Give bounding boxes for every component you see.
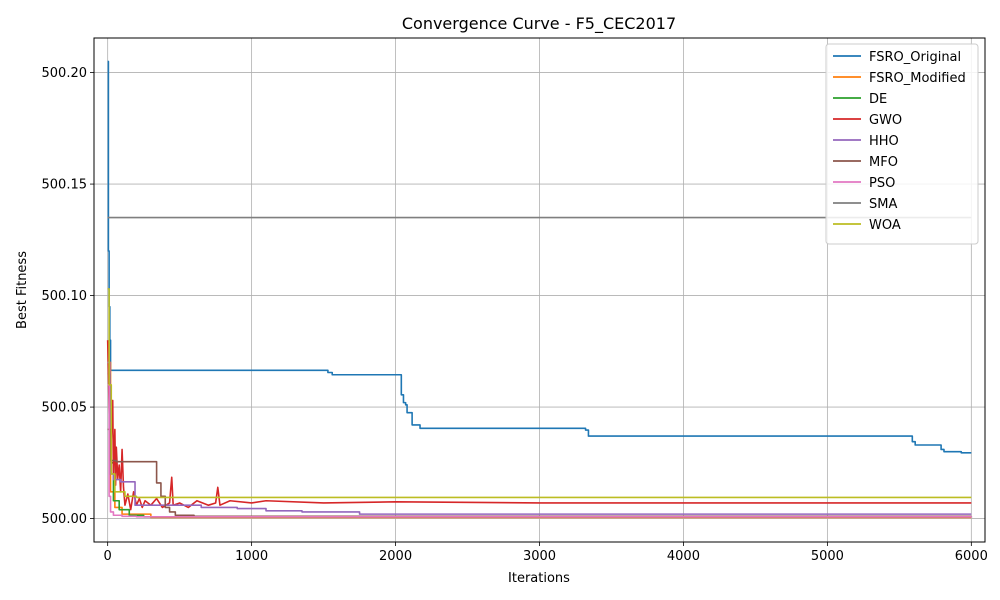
x-tick-label: 6000 [955, 549, 988, 564]
y-tick-label: 500.20 [42, 66, 88, 81]
x-tick-label: 4000 [667, 549, 700, 564]
x-tick-label: 5000 [811, 549, 844, 564]
y-tick-label: 500.05 [42, 401, 88, 416]
legend-box [825, 43, 979, 245]
y-tick-label: 500.00 [42, 512, 88, 527]
legend-label: FSRO_Original [869, 50, 961, 65]
series-line-pso [107, 383, 973, 518]
x-axis-title: Iterations [508, 571, 570, 586]
x-tick-label: 2000 [379, 549, 412, 564]
y-tick-label: 500.10 [42, 289, 88, 304]
series-line-mfo [107, 428, 972, 518]
legend-label: WOA [869, 218, 901, 233]
series-line-hho [107, 361, 972, 515]
legend-label: HHO [869, 134, 899, 149]
x-tick-label: 1000 [235, 549, 268, 564]
legend-label: FSRO_Modified [869, 71, 966, 86]
series-line-woa [107, 288, 972, 499]
legend-label: MFO [869, 155, 898, 170]
x-tick-label: 3000 [523, 549, 556, 564]
x-tick-label: 0 [104, 549, 112, 564]
legend-label: SMA [869, 197, 897, 212]
legend-label: GWO [869, 113, 902, 128]
legend-label: DE [869, 92, 887, 107]
series-line-fsro-original [107, 60, 972, 454]
chart-title: Convergence Curve - F5_CEC2017 [402, 14, 676, 34]
legend-label: PSO [869, 176, 895, 191]
y-axis-title: Best Fitness [15, 251, 30, 329]
legend: FSRO_Original FSRO_Modified DE GWO HHO MFO PSO… [825, 43, 979, 245]
axis-ticks: 0 1000 2000 3000 4000 5000 6000 500.00 500.05 500… [42, 66, 988, 564]
y-tick-label: 500.15 [42, 178, 88, 193]
